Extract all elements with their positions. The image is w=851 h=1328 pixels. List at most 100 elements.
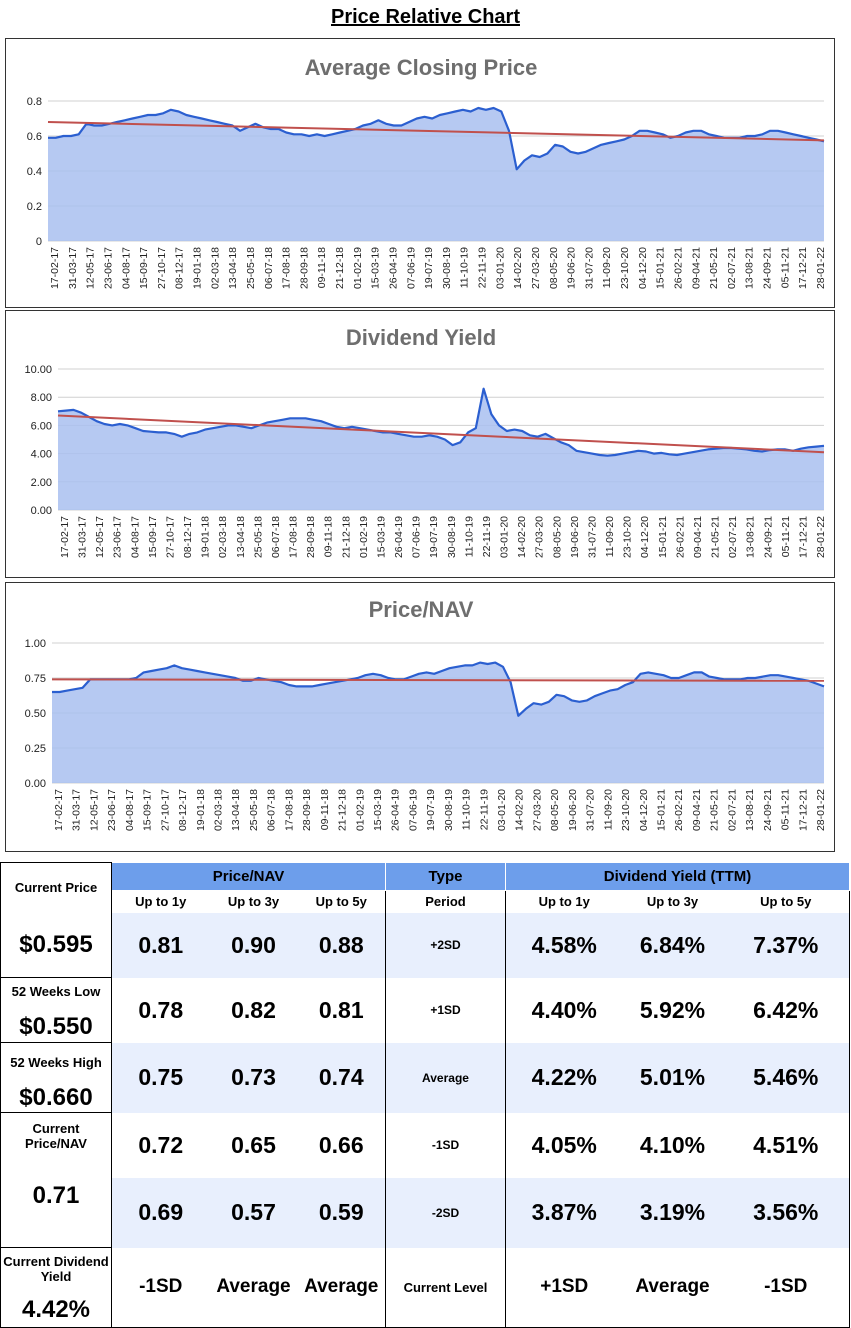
- type-cell: Average: [385, 1042, 506, 1113]
- x-tick-label: 15-03-19: [370, 247, 382, 289]
- series-area: [48, 108, 824, 241]
- x-tick-label: 02-03-18: [213, 789, 225, 831]
- x-tick-label: 28-01-22: [815, 516, 827, 558]
- dy-cell: 4.05%: [531, 1131, 597, 1158]
- x-tick-label: 31-03-17: [71, 789, 83, 831]
- y-tick-label: 2.00: [31, 477, 52, 489]
- pnav-up5-subheader: Up to 5y: [297, 890, 386, 913]
- x-tick-label: 21-12-18: [337, 789, 349, 831]
- x-tick-label: 26-02-21: [674, 516, 686, 558]
- x-tick-label: 27-10-17: [165, 516, 177, 558]
- chart-title: Dividend Yield: [346, 325, 496, 350]
- dy-cell: 7.37%: [722, 912, 851, 978]
- x-tick-label: 11-10-19: [461, 789, 473, 830]
- chart-title: Average Closing Price: [305, 55, 538, 80]
- y-tick-label: 0.6: [27, 131, 42, 143]
- x-tick-label: 28-01-22: [815, 247, 827, 289]
- low-52w-value: $0.550: [19, 1013, 93, 1040]
- x-tick-label: 19-01-18: [200, 516, 212, 558]
- x-tick-label: 15-01-21: [655, 247, 667, 289]
- x-tick-label: 27-10-17: [156, 247, 168, 289]
- chart-price-nav: Price/NAV 0.00 0.25 0.50 0.75 1.00 17-02-17 31-…: [5, 582, 835, 852]
- chart-svg: Price/NAV 0.00 0.25 0.50 0.75 1.00 17-02-17 31-…: [25, 597, 827, 831]
- x-tick-label: 14-02-20: [514, 789, 526, 831]
- x-tick-label: 07-06-19: [405, 247, 417, 289]
- y-tick-label: 0.25: [25, 743, 46, 755]
- x-tick-label: 02-03-18: [217, 516, 229, 558]
- x-tick-label: 15-01-21: [656, 789, 668, 831]
- x-tick-label: 15-09-17: [142, 789, 154, 831]
- x-tick-label: 19-07-19: [425, 789, 437, 831]
- x-tick-label: 02-07-21: [726, 789, 738, 831]
- x-tick-label: 06-07-18: [270, 516, 282, 558]
- x-tick-label: 09-11-18: [323, 516, 335, 557]
- period-subheader: Period: [385, 890, 506, 913]
- price-nav-header: Price/NAV: [111, 862, 386, 891]
- current-pnav-label: Current Price/NAV: [25, 1121, 87, 1151]
- x-tick-label: 08-12-17: [177, 789, 189, 831]
- y-tick-label: 0.00: [31, 505, 52, 517]
- table-row: Current Price/NAV 0.72 0.65 0.66 -1SD 4.…: [0, 1112, 851, 1178]
- y-tick-label: 1.00: [25, 638, 46, 650]
- dy-up1-subheader: Up to 1y: [538, 894, 590, 910]
- table-row: $0.595 0.81 0.90 0.88 +2SD 4.58% 6.84% 7…: [0, 912, 851, 978]
- high-52w-value: $0.660: [19, 1084, 93, 1111]
- x-tick-label: 11-09-20: [604, 516, 616, 557]
- pnav-cell: 0.73: [231, 1064, 276, 1090]
- current-dy-label: Current Dividend Yield: [3, 1254, 109, 1284]
- series-area: [52, 662, 824, 783]
- x-tick-label: 22-11-19: [481, 516, 493, 557]
- dividend-yield-header: Dividend Yield (TTM): [504, 862, 851, 891]
- pnav-cell: 0.66: [297, 1112, 386, 1178]
- high-52w-label: 52 Weeks High: [10, 1055, 102, 1070]
- x-tick-label: 04-12-20: [639, 516, 651, 558]
- y-tick-label: 10.00: [24, 364, 52, 376]
- dy-up5-subheader: Up to 5y: [722, 890, 851, 913]
- table-row: 0.71 0.69 0.57 0.59 -2SD 3.87% 3.19% 3.5…: [0, 1177, 851, 1248]
- x-tick-label: 13-08-21: [744, 247, 756, 289]
- x-tick-label: 27-03-20: [530, 247, 542, 289]
- x-tick-label: 12-05-17: [94, 516, 106, 558]
- x-tick-label: 07-06-19: [407, 789, 419, 831]
- series-line: [52, 661, 825, 717]
- x-tick-label: 02-07-21: [726, 247, 738, 289]
- dy-level-cell: -1SD: [722, 1247, 851, 1328]
- x-tick-label: 09-11-18: [319, 789, 331, 830]
- x-tick-label: 15-09-17: [138, 247, 150, 289]
- x-tick-label: 27-03-20: [534, 516, 546, 558]
- y-tick-label: 6.00: [31, 420, 52, 432]
- x-tick-label: 14-02-20: [512, 247, 524, 289]
- x-tick-label: 01-02-19: [352, 247, 364, 289]
- x-tick-label: 09-04-21: [691, 789, 703, 831]
- current-level-label: Current Level: [385, 1247, 506, 1328]
- x-tick-label: 05-11-21: [780, 789, 792, 830]
- type-header: Type: [385, 862, 506, 891]
- x-tick-label: 19-01-18: [192, 247, 204, 289]
- pnav-level-cell: -1SD: [111, 1247, 210, 1328]
- x-tick-label: 13-08-21: [744, 789, 756, 831]
- x-tick-label: 04-08-17: [129, 516, 141, 558]
- pnav-level-cell: Average: [209, 1247, 298, 1328]
- chart-svg: Average Closing Price 0 0.2 0.4 0.6 0.8 17-02-…: [27, 55, 827, 289]
- pnav-cell: 0.72: [138, 1131, 184, 1158]
- x-tick-label: 06-07-18: [263, 247, 275, 289]
- y-tick-label: 0.75: [25, 673, 46, 685]
- x-tick-label: 26-04-19: [390, 789, 402, 831]
- x-tick-label: 15-01-21: [657, 516, 669, 558]
- pnav-cell: 0.82: [231, 996, 276, 1023]
- trend-line: [51, 678, 825, 682]
- x-tick-label: 27-03-20: [532, 789, 544, 831]
- x-tick-label: 17-08-18: [288, 516, 300, 558]
- x-tick-label: 21-05-21: [710, 516, 722, 558]
- x-tick-label: 17-08-18: [281, 247, 293, 289]
- dy-cell: 4.51%: [722, 1112, 851, 1178]
- x-tick-label: 25-05-18: [252, 516, 264, 558]
- x-tick-label: 25-05-18: [245, 247, 257, 289]
- x-tick-label: 15-03-19: [376, 516, 388, 558]
- series-line: [57, 387, 825, 457]
- x-tick-label: 04-08-17: [120, 247, 132, 289]
- x-tick-label: 05-11-21: [779, 247, 791, 288]
- x-tick-label: 11-09-20: [602, 789, 614, 830]
- type-cell: -2SD: [385, 1177, 506, 1248]
- x-tick-label: 30-08-19: [441, 247, 453, 289]
